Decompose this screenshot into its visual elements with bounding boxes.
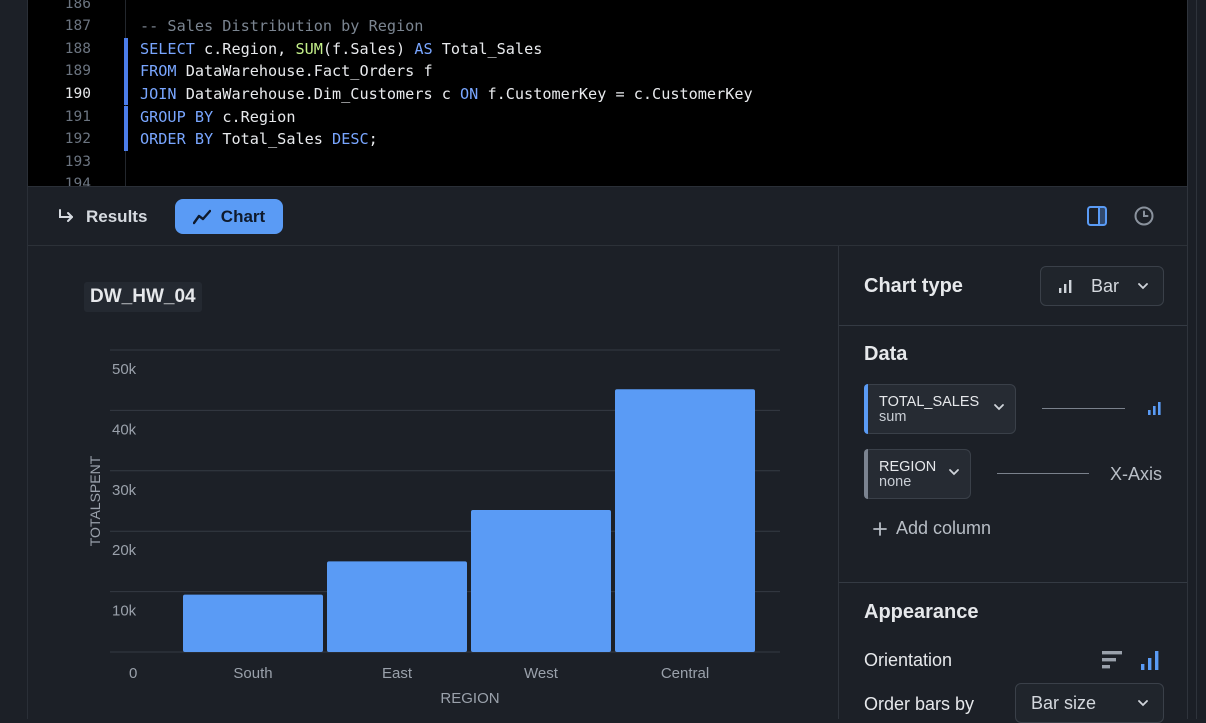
tab-chart-label: Chart bbox=[220, 206, 266, 226]
bar-east bbox=[327, 561, 467, 652]
chevron-down-icon bbox=[1138, 283, 1148, 290]
code-line[interactable]: 192 ORDER BY Total_Sales DESC; bbox=[28, 128, 1187, 151]
line-number: 194 bbox=[64, 176, 91, 187]
column-color-bar bbox=[864, 449, 868, 499]
bar-central bbox=[615, 389, 755, 652]
code-line[interactable]: 193 bbox=[28, 151, 1187, 174]
chevron-down-icon bbox=[1138, 700, 1148, 707]
column-aggregation: none bbox=[879, 474, 912, 490]
y-tick-label: 30k bbox=[112, 482, 137, 499]
chart-title: DW_HW_04 bbox=[84, 282, 202, 312]
y-tick-label: 0 bbox=[129, 665, 137, 682]
code-line[interactable]: 191 GROUP BY c.Region bbox=[28, 105, 1187, 129]
return-arrow-icon bbox=[59, 209, 73, 222]
code-text: JOIN DataWarehouse.Dim_Customers c ON f.… bbox=[140, 84, 753, 103]
selection-marker bbox=[124, 128, 128, 151]
orientation-horizontal-button[interactable] bbox=[1100, 648, 1124, 672]
line-number: 187 bbox=[64, 18, 91, 35]
code-line[interactable]: 188 SELECT c.Region, SUM(f.Sales) AS Tota… bbox=[28, 37, 1187, 61]
add-column-button[interactable]: Add column bbox=[873, 518, 991, 539]
vertical-bars-icon bbox=[1141, 651, 1159, 670]
tab-chart[interactable]: Chart bbox=[175, 199, 283, 234]
clock-icon bbox=[1134, 206, 1154, 226]
code-text: -- Sales Distribution by Region bbox=[140, 17, 424, 36]
chart-type-label: Chart type bbox=[864, 275, 963, 297]
right-scroll-strip bbox=[1187, 0, 1206, 719]
column-name: TOTAL_SALES bbox=[879, 394, 980, 410]
code-text: GROUP BY c.Region bbox=[140, 107, 296, 126]
x-tick-label: South bbox=[233, 665, 272, 682]
chart-canvas: DW_HW_04 0 10k 20k 30k 40k 50k South East West Ce… bbox=[28, 246, 838, 719]
connector-line bbox=[1042, 408, 1125, 409]
tab-results-label: Results bbox=[86, 207, 148, 226]
y-tick-label: 40k bbox=[112, 421, 137, 438]
line-number: 193 bbox=[64, 153, 91, 170]
horizontal-bars-icon bbox=[1102, 651, 1122, 669]
sidebar-panel-icon bbox=[1087, 206, 1107, 226]
bar-chart: 0 10k 20k 30k 40k 50k South East West Central REGI… bbox=[87, 349, 780, 707]
line-chart-icon bbox=[192, 209, 211, 224]
order-bars-value: Bar size bbox=[1031, 693, 1097, 713]
line-number: 192 bbox=[64, 131, 91, 148]
connector-line bbox=[997, 473, 1089, 474]
selection-marker bbox=[124, 82, 128, 106]
x-tick-label: East bbox=[382, 665, 413, 682]
tab-results[interactable]: Results bbox=[56, 203, 147, 231]
code-line[interactable]: 186 bbox=[28, 0, 1187, 15]
bar-chart-icon bbox=[1059, 280, 1072, 293]
y-tick-label: 20k bbox=[112, 542, 137, 559]
bar-west bbox=[471, 510, 611, 652]
sql-editor[interactable]: 186 187 -- Sales Distribution by Region 188… bbox=[28, 0, 1187, 187]
x-tick-label: West bbox=[524, 665, 559, 682]
code-line[interactable]: 194 bbox=[28, 173, 1187, 187]
column-chip-region[interactable]: REGION none bbox=[864, 449, 971, 499]
toggle-sidebar-button[interactable] bbox=[1085, 204, 1109, 228]
bar-south bbox=[183, 594, 323, 652]
y-tick-label: 50k bbox=[112, 361, 137, 378]
data-section-header: Data bbox=[864, 343, 908, 365]
y-axis-label: TOTALSPENT bbox=[87, 455, 103, 546]
line-number: 190 bbox=[64, 85, 91, 102]
line-number: 191 bbox=[64, 108, 91, 125]
code-text: SELECT c.Region, SUM(f.Sales) AS Total_S… bbox=[140, 39, 543, 58]
plus-icon bbox=[873, 521, 887, 536]
code-line[interactable]: 189 FROM DataWarehouse.Fact_Orders f bbox=[28, 60, 1187, 83]
code-text: ORDER BY Total_Sales DESC; bbox=[140, 130, 378, 149]
y-tick-label: 10k bbox=[112, 603, 137, 620]
chart-type-select[interactable]: Bar bbox=[1040, 266, 1164, 306]
orientation-vertical-button[interactable] bbox=[1138, 648, 1162, 672]
y-axis-bar-icon bbox=[1148, 402, 1161, 415]
code-line[interactable]: 190 JOIN DataWarehouse.Dim_Customers c ON… bbox=[28, 82, 1187, 106]
column-aggregation: sum bbox=[879, 409, 907, 425]
selection-marker bbox=[124, 37, 128, 61]
results-toolbar: Results Chart bbox=[28, 187, 1187, 246]
chart-type-value: Bar bbox=[1091, 276, 1120, 296]
selection-marker bbox=[124, 60, 128, 83]
line-number: 186 bbox=[64, 0, 91, 12]
appearance-section-header: Appearance bbox=[864, 601, 979, 623]
chart-settings-panel: Chart type Bar Data TOTAL_SALES sum REGI… bbox=[838, 246, 1188, 723]
orientation-label: Orientation bbox=[864, 650, 953, 670]
x-tick-label: Central bbox=[661, 665, 709, 682]
section-divider bbox=[839, 325, 1188, 326]
order-bars-select[interactable]: Bar size bbox=[1015, 683, 1164, 723]
column-name: REGION bbox=[879, 459, 937, 475]
chevron-down-icon bbox=[949, 469, 959, 476]
x-axis-label: REGION bbox=[440, 690, 499, 707]
line-number: 188 bbox=[64, 40, 91, 57]
x-axis-role-label: X-Axis bbox=[1110, 464, 1163, 484]
section-divider bbox=[839, 582, 1188, 583]
order-bars-label: Order bars by bbox=[864, 694, 975, 714]
column-chip-total-sales[interactable]: TOTAL_SALES sum bbox=[864, 384, 1016, 434]
chevron-down-icon bbox=[994, 404, 1004, 411]
left-gutter-strip bbox=[0, 0, 28, 719]
history-button[interactable] bbox=[1132, 204, 1156, 228]
line-number: 189 bbox=[64, 63, 91, 80]
add-column-label: Add column bbox=[896, 518, 992, 538]
column-color-bar bbox=[864, 384, 868, 434]
code-line[interactable]: 187 -- Sales Distribution by Region bbox=[28, 15, 1187, 38]
selection-marker bbox=[124, 105, 128, 129]
code-text: FROM DataWarehouse.Fact_Orders f bbox=[140, 62, 433, 81]
